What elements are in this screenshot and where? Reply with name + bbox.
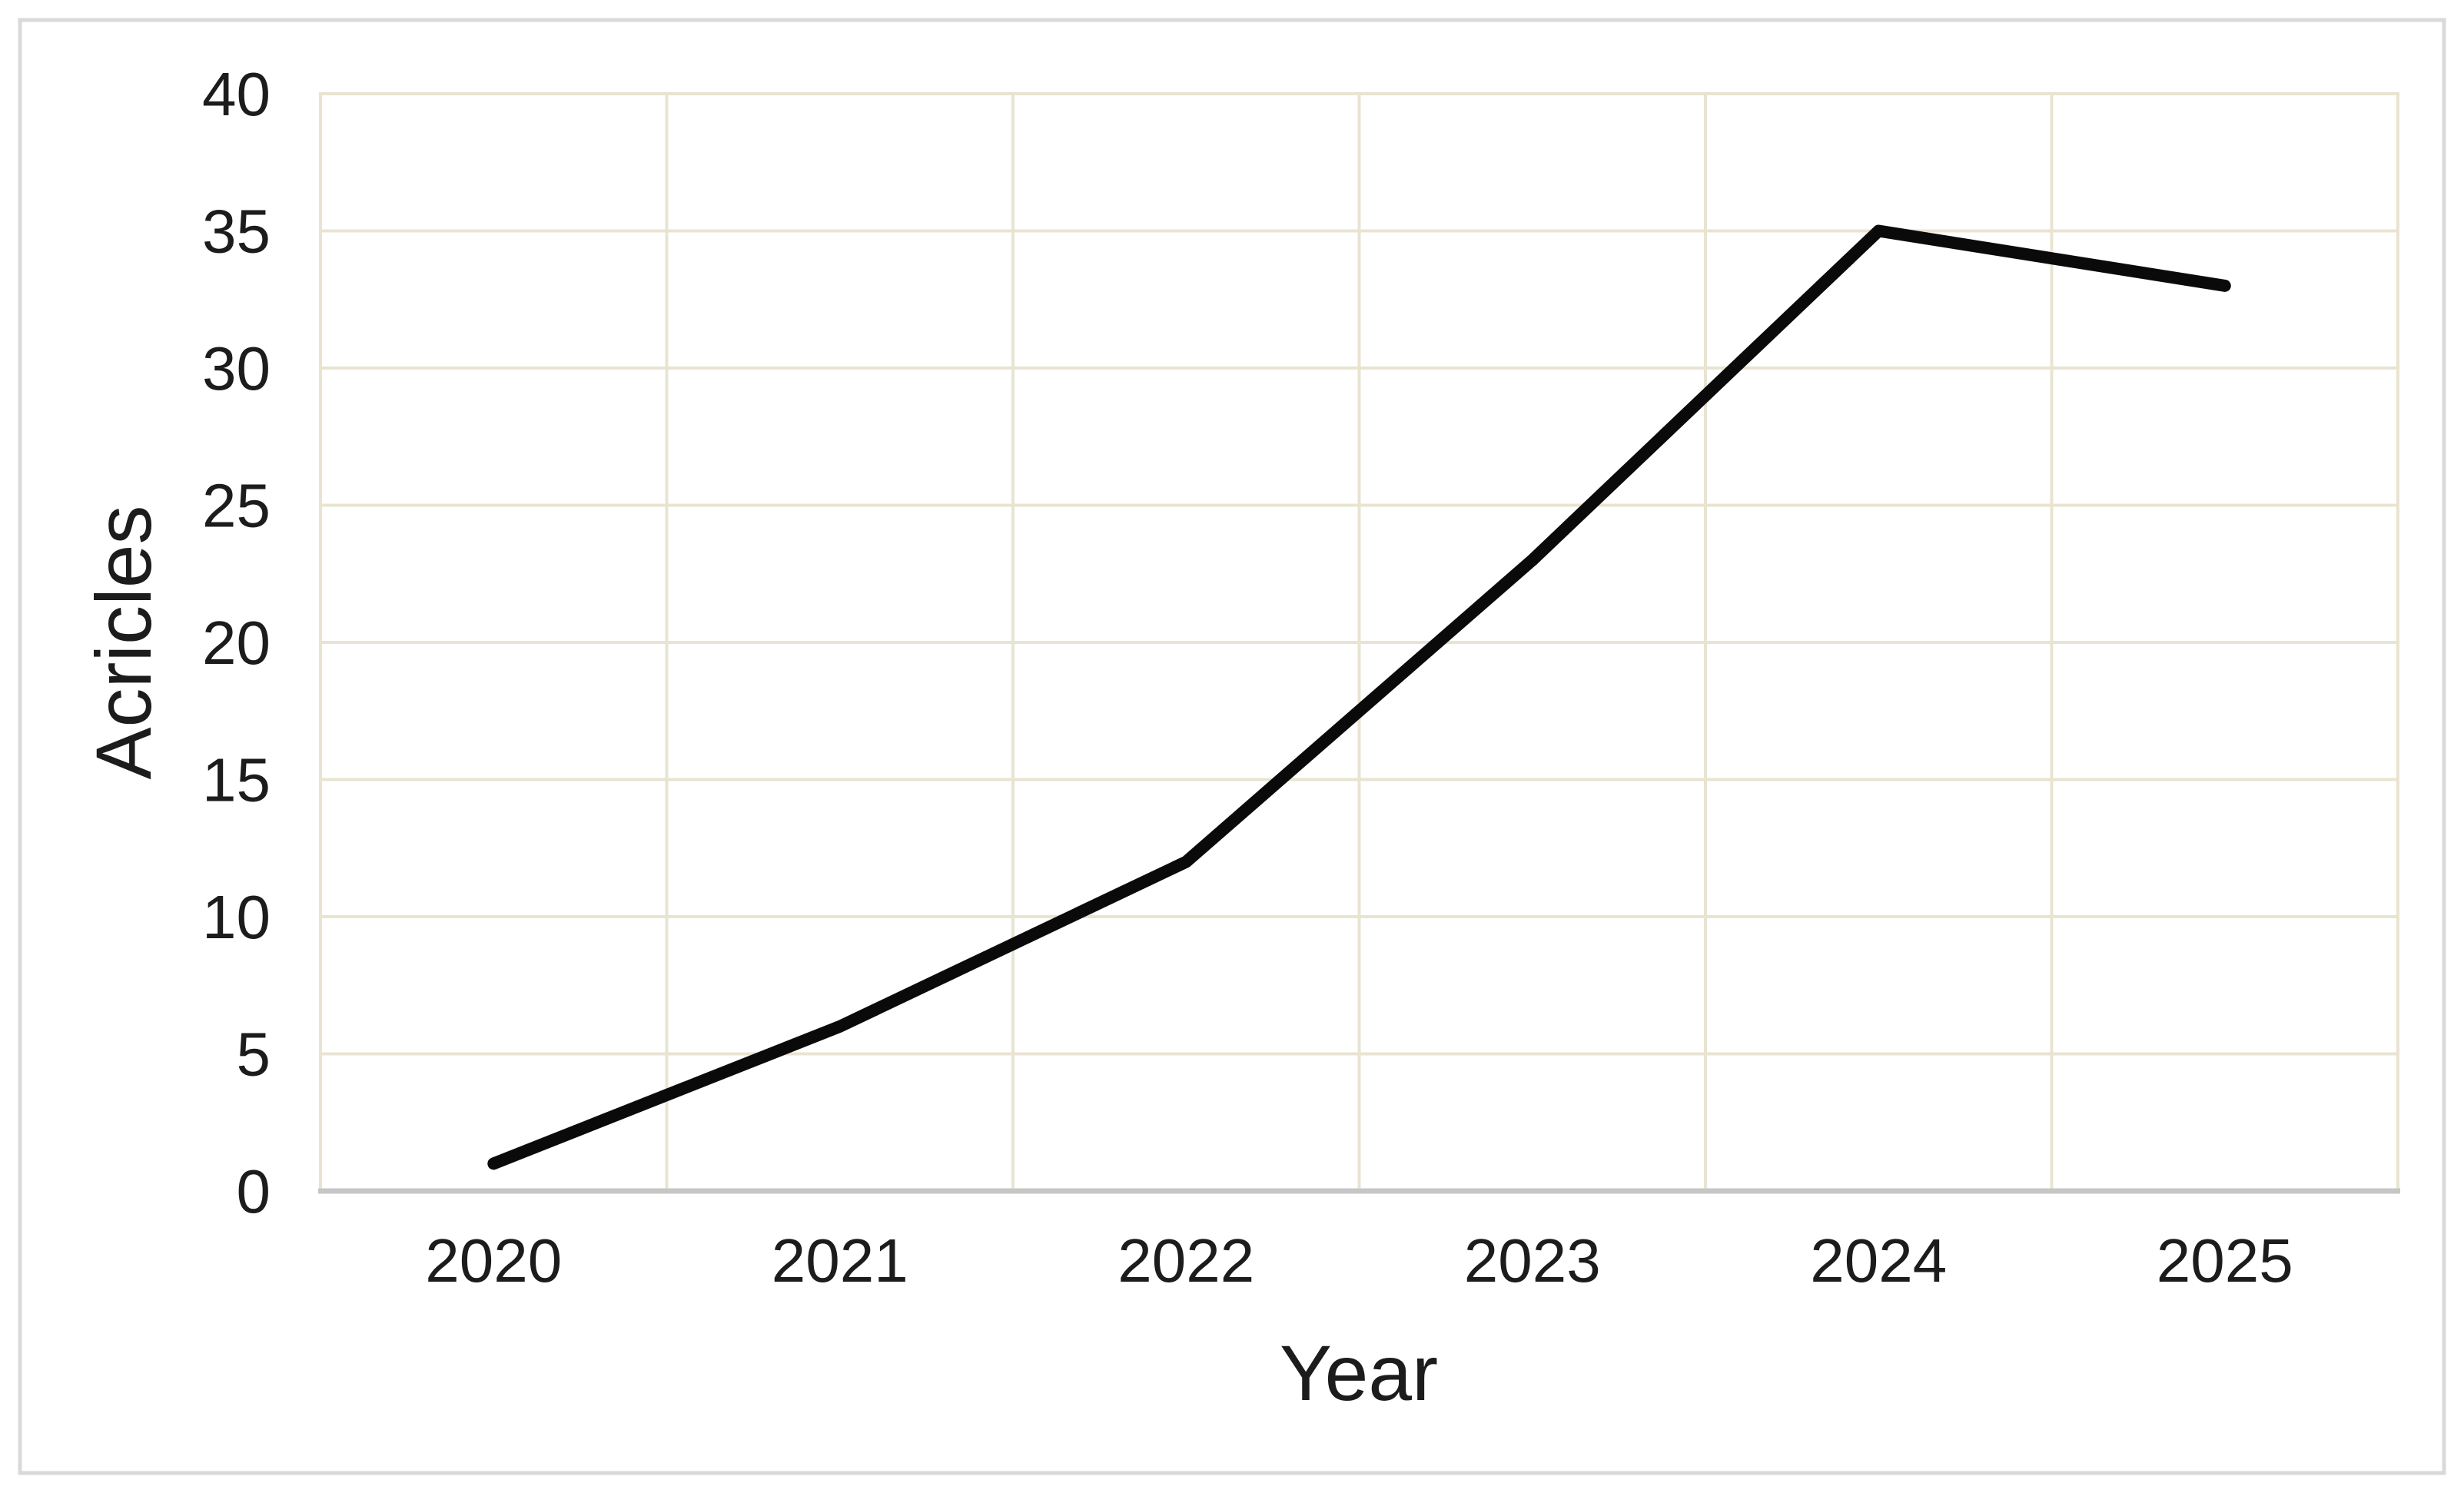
figure-border (18, 18, 2446, 1475)
y-tick-label: 15 (202, 746, 271, 815)
x-tick-label: 2020 (425, 1226, 562, 1295)
y-tick-label: 20 (202, 609, 271, 677)
y-tick-label: 25 (202, 472, 271, 540)
gridlines (320, 92, 2398, 1191)
x-axis-title: Year (1280, 1329, 1438, 1417)
x-tick-label: 2025 (2157, 1226, 2293, 1295)
y-tick-label: 40 (202, 60, 271, 128)
x-tick-label: 2022 (1117, 1226, 1254, 1295)
x-tick-label: 2021 (772, 1226, 908, 1295)
y-axis-title: Acricles (80, 505, 168, 779)
x-axis-tick-labels: 2020 2021 2022 2023 2024 2025 (425, 1226, 2293, 1295)
data-series-line (487, 224, 2231, 1170)
x-tick-label: 2024 (1810, 1226, 1947, 1295)
y-tick-label: 5 (237, 1020, 271, 1089)
y-axis-tick-labels: 0 5 10 15 20 25 30 35 40 (202, 60, 271, 1226)
y-tick-label: 0 (237, 1157, 271, 1226)
x-tick-label: 2023 (1464, 1226, 1601, 1295)
y-tick-label: 35 (202, 197, 271, 266)
y-tick-label: 10 (202, 883, 271, 951)
y-tick-label: 30 (202, 334, 271, 403)
